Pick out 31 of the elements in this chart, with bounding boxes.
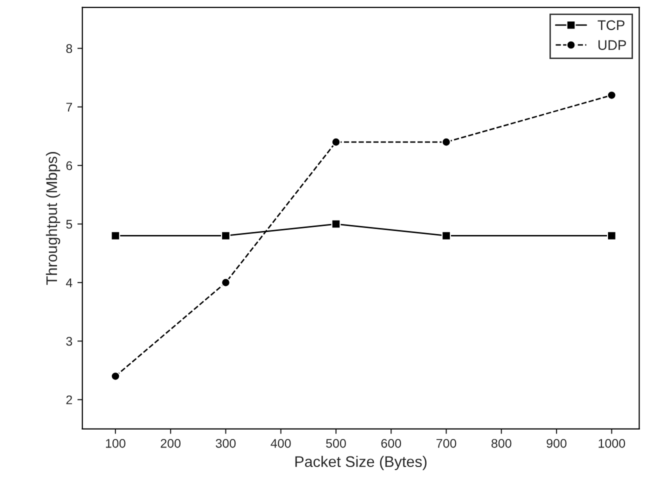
y-tick-label: 5 <box>66 220 72 229</box>
legend-label: TCP <box>598 20 624 30</box>
y-tick-label: 8 <box>66 44 72 54</box>
x-tick-label: 600 <box>381 438 402 448</box>
point <box>221 231 230 240</box>
point <box>221 278 230 288</box>
point <box>606 231 616 240</box>
legend-label: UDP <box>598 40 626 50</box>
y-tick-label: 4 <box>66 278 72 288</box>
y-tick-label: 3 <box>66 336 72 346</box>
point <box>110 372 120 381</box>
point <box>331 137 341 147</box>
point <box>331 219 341 229</box>
x-tick-label: 100 <box>106 438 126 448</box>
y-axis-title: Throughtput (Mbps) <box>46 152 60 285</box>
x-tick-label: 1000 <box>598 438 626 448</box>
x-tick-label: 300 <box>216 438 236 448</box>
x-tick-label: 500 <box>326 438 346 448</box>
x-tick-label: 400 <box>270 438 291 448</box>
y-tick-label: 6 <box>66 161 72 170</box>
x-tick-label: 700 <box>436 438 456 448</box>
y-tick-label: 2 <box>66 395 72 404</box>
x-tick-label: 800 <box>492 438 512 448</box>
point <box>442 231 451 240</box>
point <box>442 137 451 147</box>
x-tick-label: 200 <box>160 438 181 448</box>
point <box>110 231 120 240</box>
x-tick-label: 900 <box>546 438 566 448</box>
y-tick-label: 7 <box>66 102 72 112</box>
x-axis-title: Packet Size (Bytes) <box>295 456 427 470</box>
point <box>606 90 616 100</box>
